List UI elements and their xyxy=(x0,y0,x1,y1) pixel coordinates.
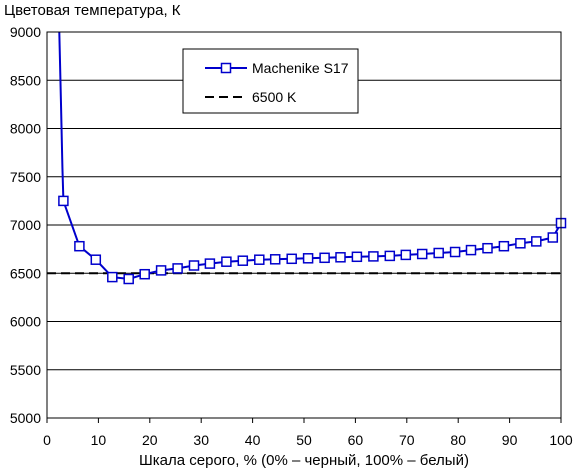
data-point xyxy=(204,258,216,269)
data-point xyxy=(498,240,510,252)
x-tick-80: 80 xyxy=(450,432,466,448)
x-tick-60: 60 xyxy=(348,432,364,448)
y-tick-6500: 6500 xyxy=(10,265,41,281)
legend: Machenike S17 6500 K xyxy=(182,48,359,114)
data-point xyxy=(515,238,526,249)
plot-area xyxy=(46,31,562,419)
data-point xyxy=(319,252,330,264)
x-tick-90: 90 xyxy=(502,432,518,448)
y-tick-6000: 6000 xyxy=(10,314,41,330)
data-point xyxy=(384,250,396,262)
y-tick-7000: 7000 xyxy=(10,217,41,233)
data-point xyxy=(433,247,444,259)
data-point xyxy=(58,195,69,207)
data-point xyxy=(482,242,493,254)
y-tick-9000: 9000 xyxy=(10,24,41,40)
x-tick-20: 20 xyxy=(142,432,158,448)
legend-label-6500k: 6500 K xyxy=(252,89,297,105)
y-tick-7500: 7500 xyxy=(10,169,41,185)
data-point xyxy=(351,251,363,263)
data-point xyxy=(547,232,559,243)
data-point xyxy=(188,260,200,271)
data-point xyxy=(269,254,281,265)
data-point xyxy=(416,248,428,260)
data-point xyxy=(221,256,232,267)
data-point xyxy=(368,251,379,262)
x-tick-40: 40 xyxy=(245,432,261,448)
x-tick-labels: 0 10 20 30 40 50 60 70 80 90 100 xyxy=(43,418,573,448)
data-point xyxy=(74,240,85,252)
y-tick-8500: 8500 xyxy=(10,72,41,88)
x-tick-50: 50 xyxy=(296,432,312,448)
data-point xyxy=(449,246,461,258)
x-tick-10: 10 xyxy=(91,432,107,448)
data-point xyxy=(90,254,102,265)
x-axis-title: Шкала серого, % (0% – черный, 100% – бел… xyxy=(139,452,469,469)
y-tick-5500: 5500 xyxy=(10,362,41,378)
y-tick-labels: 5000 5500 6000 6500 7000 7500 8000 8500 9000 xyxy=(10,24,41,426)
data-point xyxy=(107,271,118,283)
data-point xyxy=(286,253,297,265)
data-point xyxy=(237,255,249,266)
data-point xyxy=(531,236,542,247)
x-tick-70: 70 xyxy=(399,432,415,448)
data-point xyxy=(254,254,265,265)
legend-box xyxy=(182,48,359,114)
data-point xyxy=(123,273,134,285)
data-point xyxy=(155,265,167,276)
data-point xyxy=(139,268,150,280)
legend-label-machenike: Machenike S17 xyxy=(252,60,349,76)
x-tick-0: 0 xyxy=(43,432,51,448)
y-tick-8000: 8000 xyxy=(10,121,41,137)
x-tick-100: 100 xyxy=(549,432,573,448)
y-tick-5000: 5000 xyxy=(10,410,41,426)
data-point xyxy=(335,252,346,263)
data-point xyxy=(172,263,183,274)
data-point xyxy=(400,249,412,261)
series-machenike-s17 xyxy=(58,31,567,285)
data-point xyxy=(465,244,477,256)
y-axis-title: Цветовая температура, К xyxy=(4,2,181,19)
data-point xyxy=(302,253,314,264)
x-tick-30: 30 xyxy=(193,432,209,448)
legend-marker-machenike xyxy=(220,62,232,74)
